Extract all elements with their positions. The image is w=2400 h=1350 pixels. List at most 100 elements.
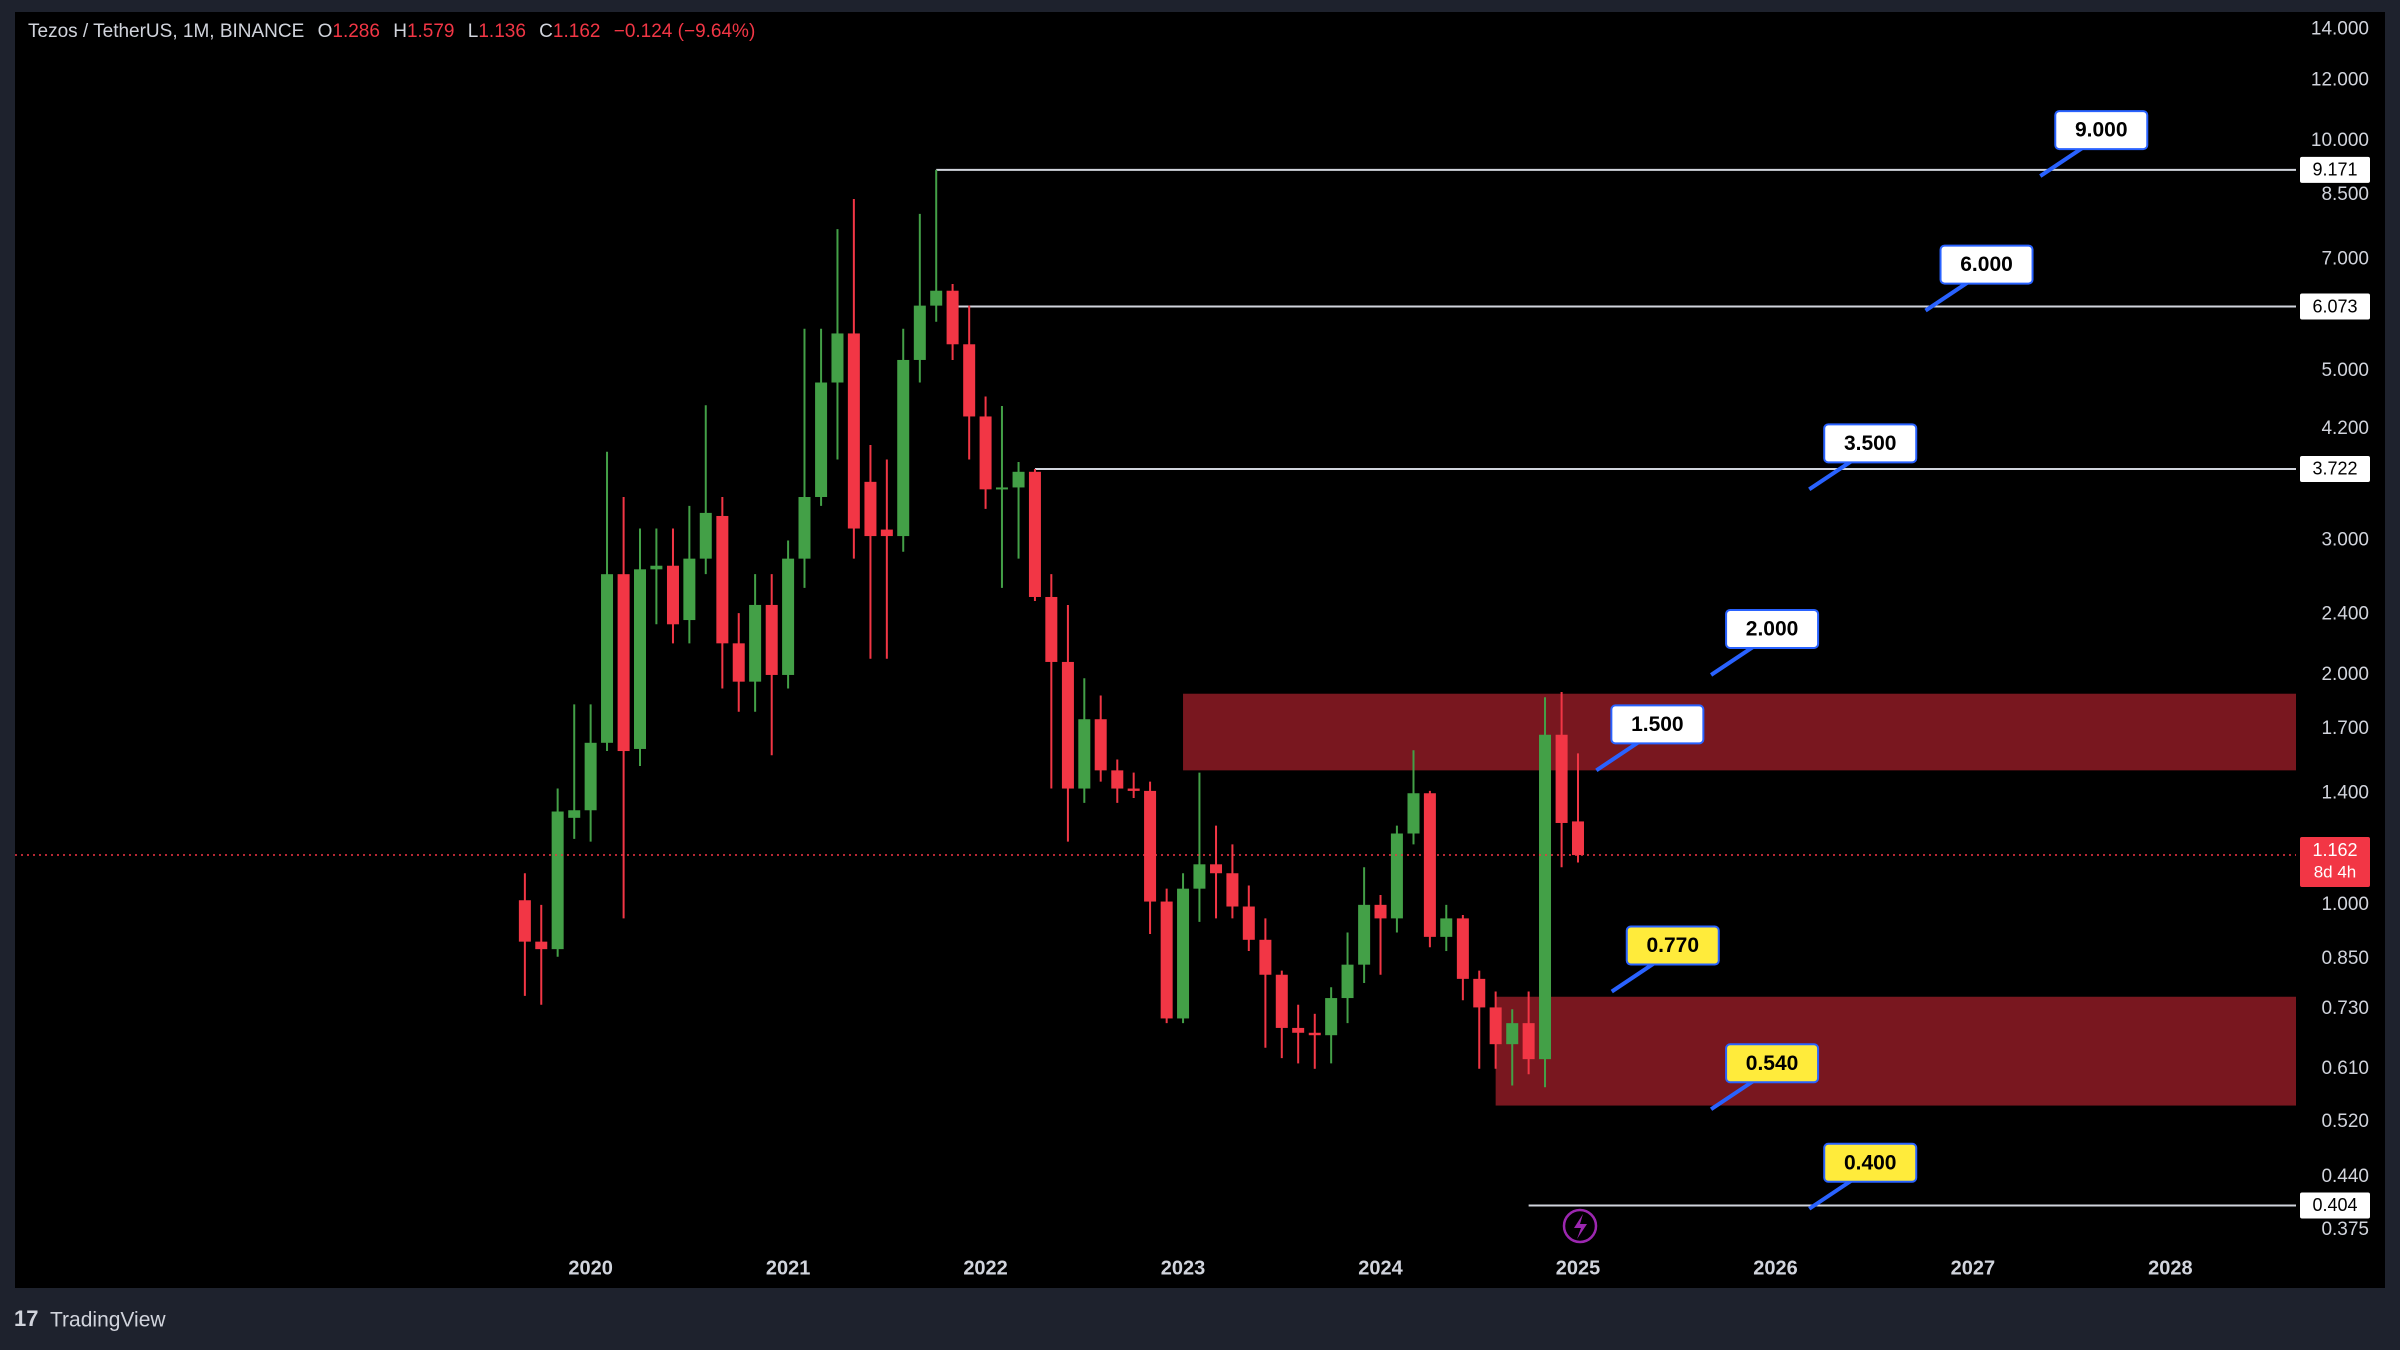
target-pointer: [1709, 1077, 1758, 1111]
countdown: 8d 4h: [2314, 863, 2357, 882]
candle-body: [1275, 974, 1288, 1028]
candle-body: [897, 359, 910, 537]
candle-body: [535, 941, 548, 950]
candle-body: [666, 565, 679, 625]
candle-body: [1473, 978, 1486, 1008]
current-price-box: [2300, 837, 2370, 888]
candle-body: [601, 574, 614, 743]
ohlc-label: C: [539, 21, 553, 42]
y-tick-label: 1.700: [2321, 718, 2369, 739]
candle-body: [963, 344, 976, 417]
candle-body: [1078, 719, 1091, 789]
target-label: 0.540: [1746, 1052, 1799, 1075]
target-label: 1.500: [1631, 713, 1684, 736]
y-tick-label: 0.730: [2321, 998, 2369, 1019]
x-tick-label: 2025: [1556, 1257, 1601, 1279]
plot: 14.000 12.000 10.000 8.500 7.000 5.000 4.200 3.…: [15, 19, 2370, 1279]
target-box: [1823, 423, 1918, 464]
target-box: [1725, 608, 1820, 649]
candle-body: [1094, 719, 1107, 771]
target-box: [1823, 1142, 1918, 1183]
candle-body: [716, 515, 729, 644]
x-tick-label: 2027: [1951, 1257, 1996, 1279]
target-box: [1939, 244, 2034, 285]
target-pointer: [1808, 457, 1856, 492]
target-pointer: [1709, 643, 1758, 677]
zone: [1183, 693, 2296, 771]
y-tick-label: 7.000: [2321, 248, 2369, 269]
candle-body: [831, 333, 844, 383]
candle-body: [798, 497, 811, 559]
zone: [1495, 996, 2296, 1106]
y-tick-label: 4.200: [2321, 418, 2369, 439]
target-label: 9.000: [2075, 119, 2128, 142]
candle-body: [1456, 918, 1469, 979]
symbol: Tezos / TetherUS, 1M, BINANCE: [28, 21, 304, 42]
candle-body: [650, 565, 663, 570]
brand-logo: 17: [14, 1306, 38, 1331]
header: Tezos / TetherUS, 1M, BINANCE O1.286 H1.…: [28, 21, 755, 42]
candle-body: [551, 811, 564, 950]
target-pointer: [1924, 278, 1972, 313]
x-tick-label: 2023: [1161, 1257, 1206, 1279]
event-icon[interactable]: [1562, 1208, 1598, 1244]
candle-body: [1423, 793, 1436, 937]
candle-body: [1210, 864, 1223, 874]
target-pointer: [1808, 1177, 1856, 1211]
y-tick-label: 0.375: [2321, 1219, 2369, 1240]
candle-body: [699, 512, 712, 559]
candle-body: [1144, 790, 1157, 902]
ohlc-label: L: [468, 21, 479, 42]
level-label-box: [2300, 293, 2370, 320]
target-pointer: [1610, 959, 1658, 994]
x-tick-label: 2021: [766, 1257, 811, 1279]
candle-body: [995, 487, 1008, 490]
candle-body: [732, 643, 745, 682]
y-tick-label: 0.610: [2321, 1058, 2369, 1079]
y-tick-label: 0.520: [2321, 1111, 2369, 1132]
candle-body: [1160, 901, 1173, 1019]
candle-body: [946, 290, 959, 345]
y-tick-label: 1.000: [2321, 894, 2369, 915]
event-bolt: [1574, 1214, 1587, 1239]
candle-body: [1061, 661, 1074, 789]
x-tick-label: 2028: [2148, 1257, 2193, 1279]
brand[interactable]: TradingView: [50, 1309, 166, 1332]
y-tick-label: 8.500: [2321, 184, 2369, 205]
target-box: [1610, 704, 1705, 745]
candle-body: [617, 574, 630, 752]
x-tick-label: 2024: [1358, 1257, 1403, 1279]
candle-body: [1259, 939, 1272, 975]
y-tick-label: 12.000: [2311, 70, 2369, 91]
candle-body: [815, 382, 828, 498]
level-label: 3.722: [2312, 459, 2357, 479]
target-pointer: [2039, 144, 2087, 178]
candle-body: [1111, 770, 1124, 789]
candle-body: [1390, 833, 1403, 919]
y-tick-label: 0.850: [2321, 948, 2369, 969]
candle-body: [1226, 873, 1239, 907]
candle-body: [1571, 821, 1584, 856]
y-tick-label: 2.400: [2321, 603, 2369, 624]
candle-body: [880, 529, 893, 537]
x-tick-label: 2022: [963, 1257, 1008, 1279]
ohlc-label: H: [393, 21, 407, 42]
candle-body: [683, 558, 696, 621]
change: −0.124 (−9.64%): [614, 21, 756, 42]
target-box: [1625, 925, 1720, 966]
candle-body: [1127, 788, 1140, 791]
level-label: 6.073: [2312, 296, 2357, 316]
y-tick-label: 2.000: [2321, 664, 2369, 685]
candle-body: [1242, 906, 1255, 940]
candle-body: [1292, 1027, 1305, 1033]
ohlc-label: O: [318, 21, 333, 42]
candle-body: [1177, 888, 1190, 1019]
candle-body: [1341, 964, 1354, 999]
level-label-box: [2300, 1192, 2370, 1219]
target-box: [2054, 110, 2149, 151]
candle-body: [1506, 1023, 1519, 1045]
y-tick-label: 0.440: [2321, 1166, 2369, 1187]
candle-body: [1045, 596, 1058, 662]
candle-body: [749, 604, 762, 682]
